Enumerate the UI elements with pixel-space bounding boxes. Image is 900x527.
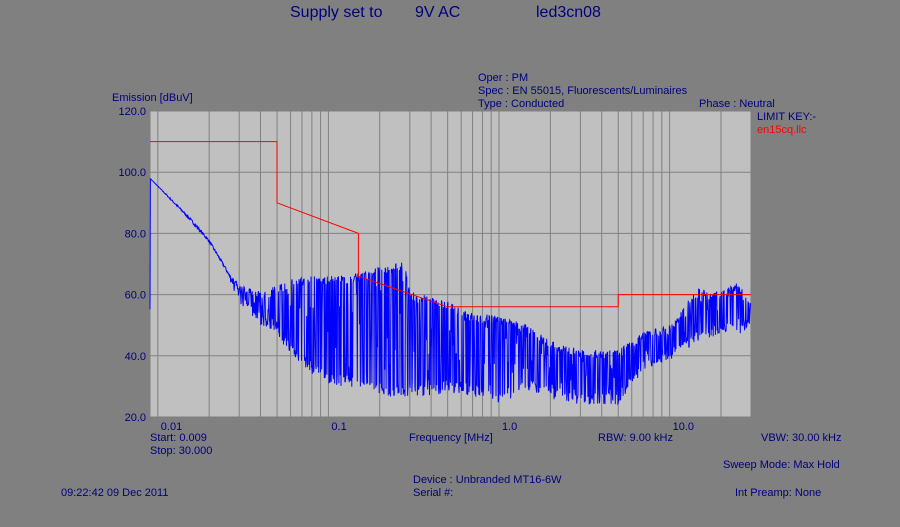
x-tick-label: 0.1 bbox=[331, 421, 346, 433]
gridlines bbox=[149, 110, 752, 418]
stop-frequency: Stop: 30.000 bbox=[150, 445, 213, 457]
phase-label: Phase : Neutral bbox=[699, 98, 775, 110]
y-axis-label: Emission [dBuV] bbox=[112, 92, 193, 104]
timestamp: 09:22:42 09 Dec 2011 bbox=[61, 487, 169, 499]
y-tick-label: 20.0 bbox=[125, 412, 146, 424]
type-label: Type : Conducted bbox=[478, 98, 565, 110]
y-tick-label: 80.0 bbox=[125, 228, 146, 240]
y-tick-label: 100.0 bbox=[118, 167, 146, 179]
x-tick-label: 1.0 bbox=[502, 421, 517, 433]
measurement-trace bbox=[149, 177, 752, 406]
spec-label: Spec : EN 55015, Fluorescents/Luminaires bbox=[478, 85, 688, 97]
limit-line bbox=[150, 141, 751, 308]
limit-file-legend: en15cq.llc bbox=[757, 124, 807, 136]
y-tick-labels: 20.0 40.0 60.0 80.0 100.0 120.0 bbox=[118, 106, 146, 424]
y-tick-label: 120.0 bbox=[118, 106, 146, 118]
vbw-label: VBW: 30.00 kHz bbox=[761, 432, 842, 444]
y-tick-label: 40.0 bbox=[125, 351, 146, 363]
rbw-label: RBW: 9.00 kHz bbox=[598, 432, 673, 444]
x-axis-label: Frequency [MHz] bbox=[409, 432, 493, 444]
operator-label: Oper : PM bbox=[478, 72, 529, 84]
serial-label: Serial #: bbox=[413, 487, 454, 499]
device-label: Device : Unbranded MT16-6W bbox=[413, 474, 562, 486]
test-id: led3cn08 bbox=[536, 4, 601, 21]
preamp-label: Int Preamp: None bbox=[735, 487, 822, 499]
x-tick-label: 10.0 bbox=[673, 421, 694, 433]
y-tick-label: 60.0 bbox=[125, 290, 146, 302]
x-tick-label: 0.01 bbox=[161, 421, 182, 433]
limit-key-label: LIMIT KEY:- bbox=[757, 111, 817, 123]
x-tick-labels: 0.01 0.1 1.0 10.0 bbox=[161, 421, 694, 433]
title-label: Supply set to bbox=[290, 4, 383, 21]
start-frequency: Start: 0.009 bbox=[150, 432, 207, 444]
sweep-mode: Sweep Mode: Max Hold bbox=[723, 459, 840, 471]
supply-value: 9V AC bbox=[415, 4, 461, 21]
